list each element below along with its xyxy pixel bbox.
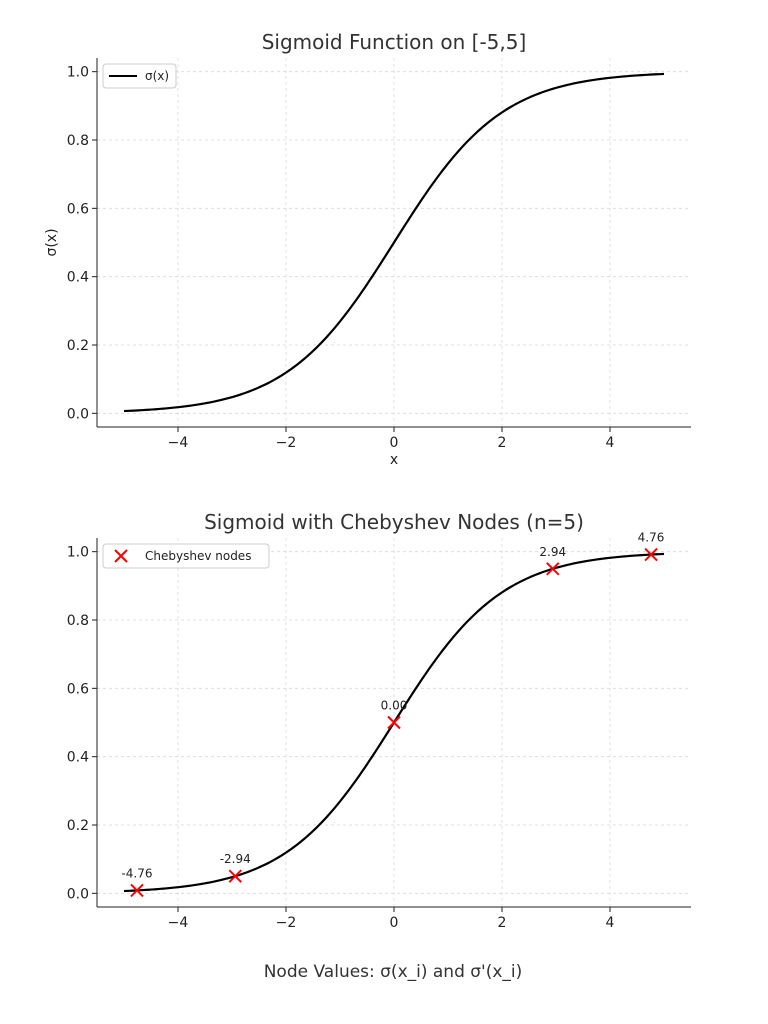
- sigmoid-chart: −4 −2 0 2 4 0.0 0.2 0.4 0.6 0.8 1.0 Sigmoid Functio…: [44, 30, 691, 468]
- node-marker-stroke: [130, 883, 144, 898]
- x-tick-label: −2: [276, 435, 297, 451]
- node-marker-stroke: [546, 562, 560, 576]
- x-axis-label: x: [390, 452, 398, 468]
- chebyshev-node-marker: [387, 715, 401, 730]
- x-tick-label: 0: [390, 915, 399, 931]
- x-tick-label: −4: [168, 435, 189, 451]
- x-tick-label: 0: [390, 435, 399, 451]
- y-tick-label: 0.4: [67, 270, 89, 286]
- y-tick-label: 0.0: [67, 886, 89, 902]
- legend-box: [102, 543, 270, 569]
- node-label: 2.94: [539, 545, 566, 559]
- node-label: 4.76: [638, 531, 665, 545]
- x-tick-label: −2: [276, 915, 297, 931]
- chebyshev-node-marker: [130, 883, 144, 898]
- y-tick-label: 0.6: [67, 681, 89, 697]
- legend-box: [102, 63, 177, 89]
- legend-label: σ(x): [145, 69, 169, 83]
- legend: σ(x): [102, 63, 177, 89]
- footer-caption: Node Values: σ(x_i) and σ'(x_i): [264, 962, 523, 982]
- legend-marker-swatch: [114, 549, 128, 563]
- x-tick-label: 2: [498, 915, 507, 931]
- y-tick-label: 0.6: [67, 201, 89, 217]
- sigmoid-curve: [123, 72, 665, 413]
- chebyshev-node-marker: [644, 547, 658, 562]
- node-label: -2.94: [220, 852, 251, 866]
- x-tick-label: 4: [606, 435, 615, 451]
- node-marker-stroke: [228, 869, 242, 883]
- node-label: -4.76: [121, 866, 152, 880]
- x-tick-label: 4: [606, 915, 615, 931]
- y-tick-label: 0.8: [67, 133, 89, 149]
- chebyshev-node-marker: [228, 869, 242, 883]
- y-tick-label: 1.0: [67, 65, 89, 81]
- legend: Chebyshev nodes: [102, 543, 270, 569]
- node-marker-stroke: [644, 547, 658, 562]
- chebyshev-chart: −4 −2 0 2 4 0.0 0.2 0.4 0.6 0.8 1.0 Sigmoid with Ch…: [67, 510, 691, 931]
- node-label: 0.00: [381, 699, 408, 713]
- y-tick-label: 0.8: [67, 613, 89, 629]
- y-tick-label: 0.2: [67, 818, 89, 834]
- node-marker-stroke: [387, 715, 401, 730]
- y-axis-label: σ(x): [44, 228, 60, 256]
- legend-label: Chebyshev nodes: [145, 549, 251, 563]
- x-tick-label: 2: [498, 435, 507, 451]
- y-tick-label: 0.0: [67, 406, 89, 422]
- y-tick-label: 1.0: [67, 545, 89, 561]
- x-tick-label: −4: [168, 915, 189, 931]
- chart-title: Sigmoid with Chebyshev Nodes (n=5): [204, 510, 584, 534]
- y-tick-label: 0.4: [67, 750, 89, 766]
- chart-title: Sigmoid Function on [-5,5]: [262, 30, 527, 54]
- y-tick-label: 0.2: [67, 338, 89, 354]
- chebyshev-node-marker: [546, 562, 560, 576]
